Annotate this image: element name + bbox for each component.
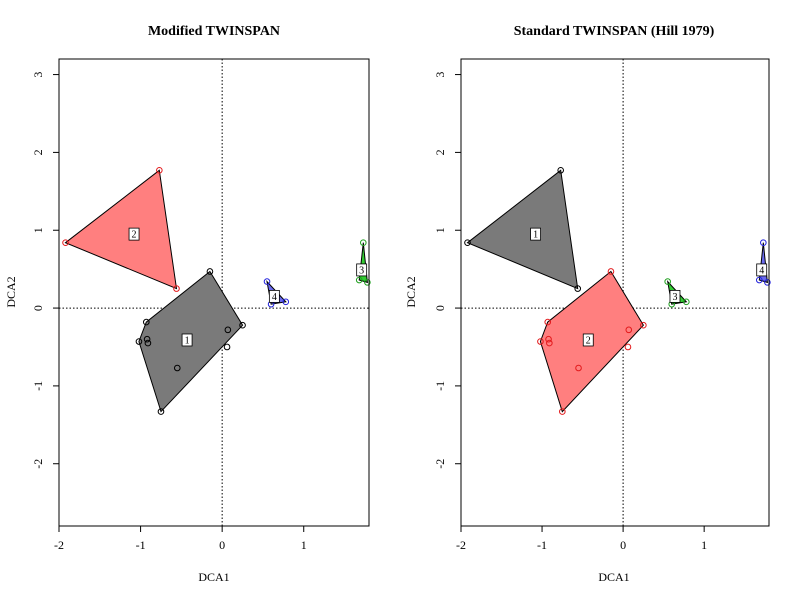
group-label: 3: [359, 265, 364, 276]
group-label: 3: [672, 292, 677, 303]
group-3-point: [364, 279, 371, 286]
group-1-point: [142, 318, 150, 326]
y-tick-label: 2: [31, 149, 45, 155]
group-3-point: [355, 276, 363, 284]
y-tick-label: 0: [433, 305, 447, 311]
y-tick-label: 0: [31, 305, 45, 311]
group-label-box: [356, 263, 368, 277]
group-2-point: [546, 339, 553, 347]
group-2-hull: [64, 169, 178, 290]
y-tick-label: 1: [31, 227, 45, 233]
group-label: 2: [132, 230, 137, 241]
panel-modified-twinspan: Modified TWINSPAN DCA1 DCA2 1 2 3 4 -2 -1 0 1 -2…: [4, 24, 371, 584]
panel-standard-twinspan: Standard TWINSPAN (Hill 1979) DCA1 DCA2 …: [404, 24, 771, 584]
group-1-hull: [466, 169, 579, 290]
group-1-point: [574, 285, 582, 292]
group-4-point: [755, 276, 763, 284]
group-1-point: [144, 339, 152, 347]
chart-title: Modified TWINSPAN: [148, 24, 280, 39]
group-2-point: [173, 285, 180, 292]
x-tick-label: 0: [219, 538, 225, 552]
y-axis-label: DCA2: [4, 276, 18, 307]
group-4-point: [760, 239, 767, 246]
y-tick-label: 3: [433, 72, 447, 78]
y-axis-label: DCA2: [404, 276, 418, 307]
x-tick-label: 0: [620, 538, 626, 552]
chart-title: Standard TWINSPAN (Hill 1979): [514, 24, 715, 39]
group-1-point: [557, 167, 564, 174]
group-1-point: [206, 268, 214, 275]
group-label-box: [181, 333, 193, 347]
group-2-point: [559, 408, 566, 415]
group-3-point: [683, 298, 690, 306]
group-1-point: [157, 408, 165, 415]
y-tick-label: 3: [31, 72, 45, 78]
x-tick-label: 1: [701, 538, 707, 552]
group-label: 4: [759, 265, 764, 276]
group-3-point: [359, 239, 367, 246]
group-3-point: [664, 278, 671, 285]
group-1-point: [173, 364, 181, 372]
group-2-point: [62, 239, 69, 246]
group-label-box: [128, 227, 140, 241]
group-4-point: [263, 278, 271, 285]
group-2-point: [537, 338, 544, 345]
group-2-point: [624, 343, 632, 351]
group-1-point: [464, 239, 471, 246]
x-tick-label: -1: [136, 538, 146, 552]
y-tick-label: -1: [433, 381, 447, 391]
x-axis-label: DCA1: [198, 570, 229, 584]
group-1-point: [223, 343, 231, 351]
group-2-point: [545, 335, 552, 343]
group-1-point: [143, 335, 151, 343]
group-label: 2: [586, 335, 591, 346]
group-label-box: [530, 227, 541, 241]
plot-frame: [460, 58, 770, 527]
x-axis-label: DCA1: [598, 570, 629, 584]
group-label-box: [582, 333, 594, 347]
plot-frame: [58, 58, 370, 527]
y-tick-label: 2: [433, 149, 447, 155]
x-tick-label: -1: [537, 538, 547, 552]
y-tick-label: 1: [433, 227, 447, 233]
x-tick-label: 1: [301, 538, 307, 552]
group-2-point: [156, 167, 163, 174]
y-tick-label: -1: [31, 381, 45, 391]
group-1-point: [224, 326, 232, 334]
x-tick-label: -2: [54, 538, 64, 552]
group-1-point: [239, 321, 246, 329]
group-label: 4: [272, 292, 277, 303]
group-4-point: [764, 279, 771, 286]
group-2-point: [575, 364, 582, 372]
group-2-point: [640, 321, 647, 329]
group-2-point: [607, 268, 615, 275]
group-4-point: [282, 298, 290, 306]
group-label-box: [756, 263, 768, 277]
group-2-point: [625, 326, 633, 334]
group-1-point: [135, 338, 143, 345]
group-label: 1: [185, 335, 190, 346]
x-tick-label: -2: [456, 538, 466, 552]
y-tick-label: -2: [31, 459, 45, 469]
group-label-box: [669, 289, 681, 303]
group-2-point: [544, 318, 552, 326]
group-label: 1: [533, 230, 538, 241]
y-tick-label: -2: [433, 459, 447, 469]
group-label-box: [268, 289, 280, 303]
